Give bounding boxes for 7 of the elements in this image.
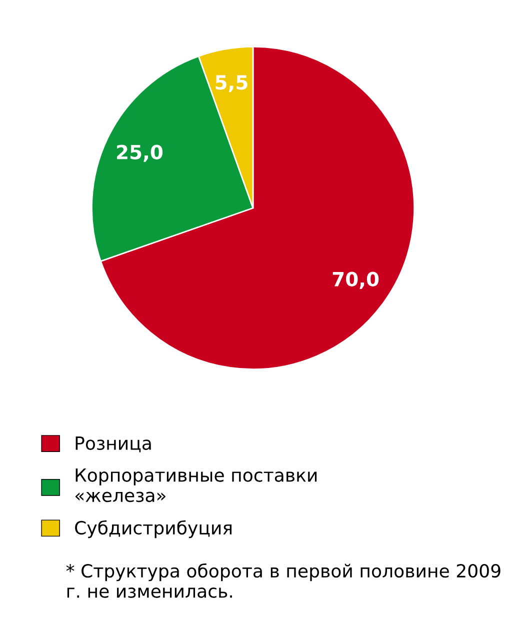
data-label: 25,0 [117, 144, 163, 162]
data-label: 5,5 [216, 75, 248, 92]
data-label: 70,0 [332, 272, 379, 289]
text: * Структура оборота в первой половине 2009 г. не изменилась. [66, 563, 500, 598]
legend-label: Розница [76, 436, 151, 452]
legend-label: Субдистрибуция [75, 520, 232, 538]
legend-label: Корпоративные поставки «железа» [75, 468, 317, 502]
